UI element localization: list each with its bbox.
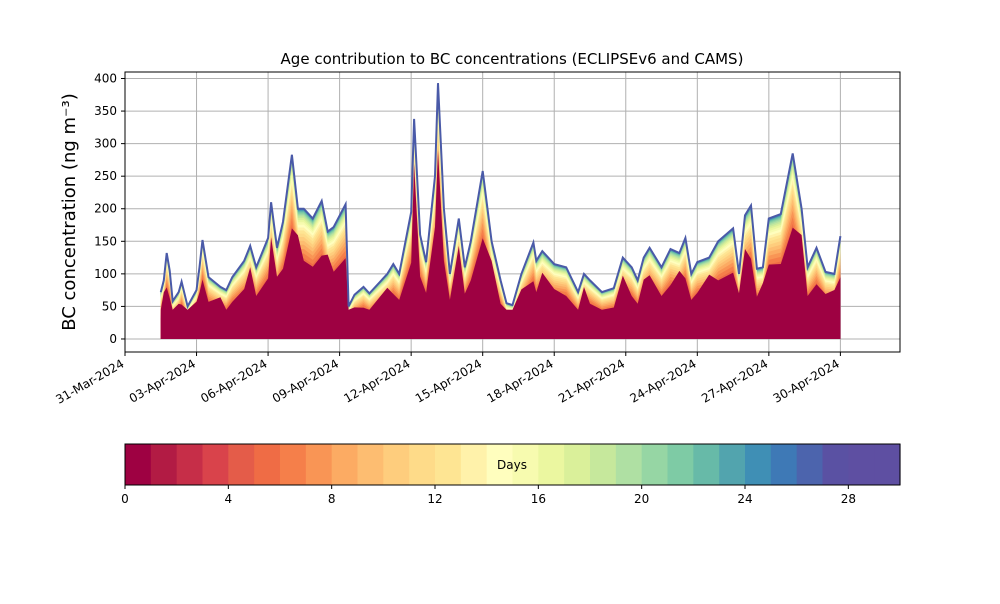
age-band-0 bbox=[160, 149, 841, 339]
colorbar-bin bbox=[254, 444, 281, 485]
colorbar-bin bbox=[331, 444, 359, 485]
colorbar-bin bbox=[538, 444, 565, 485]
colorbar-frame bbox=[124, 443, 901, 486]
colorbar-bin bbox=[228, 444, 255, 485]
colorbar-bin bbox=[745, 444, 772, 485]
x-tick-label: 27-Apr-2024 bbox=[699, 356, 770, 405]
colorbar-bin bbox=[486, 444, 514, 485]
y-tick-label: 250 bbox=[94, 169, 117, 183]
y-tick-label: 0 bbox=[109, 332, 117, 346]
colorbar-tick-label: 24 bbox=[737, 492, 752, 506]
x-tick-label: 30-Apr-2024 bbox=[771, 356, 842, 405]
colorbar-bin bbox=[719, 444, 746, 485]
colorbar-bin bbox=[564, 444, 591, 485]
x-tick-label: 06-Apr-2024 bbox=[198, 356, 269, 405]
colorbar-bin bbox=[874, 444, 901, 485]
x-tick-label: 18-Apr-2024 bbox=[484, 356, 555, 405]
x-tick-label: 15-Apr-2024 bbox=[413, 356, 484, 405]
colorbar-tick-label: 4 bbox=[225, 492, 233, 506]
colorbar-bin bbox=[848, 444, 875, 485]
y-tick-label: 150 bbox=[94, 234, 117, 248]
y-tick-label: 400 bbox=[94, 72, 117, 86]
colorbar-bin bbox=[280, 444, 307, 485]
colorbar-tick-label: 0 bbox=[121, 492, 129, 506]
colorbar-bin bbox=[435, 444, 462, 485]
total-line bbox=[159, 83, 842, 310]
colorbar-bin bbox=[641, 444, 669, 485]
colorbar-bin bbox=[822, 444, 849, 485]
colorbar-bin bbox=[796, 444, 824, 485]
y-axis-label: BC concentration (ng m⁻³) bbox=[59, 93, 80, 331]
y-tick-label: 50 bbox=[102, 299, 117, 313]
colorbar-bin bbox=[590, 444, 617, 485]
colorbar-label: Days bbox=[497, 458, 527, 472]
x-tick-label: 21-Apr-2024 bbox=[556, 356, 627, 405]
x-tick-label: 31-Mar-2024 bbox=[53, 356, 126, 406]
chart-title: Age contribution to BC concentrations (E… bbox=[281, 50, 744, 68]
colorbar-bin bbox=[125, 444, 152, 485]
colorbar-bin bbox=[615, 444, 643, 485]
colorbar-tick-label: 8 bbox=[328, 492, 336, 506]
y-tick-label: 100 bbox=[94, 267, 117, 281]
x-tick-label: 24-Apr-2024 bbox=[628, 356, 699, 405]
colorbar: 0 4 8 12 16 20 24 28 bbox=[121, 443, 901, 506]
colorbar-bin bbox=[357, 444, 384, 485]
colorbar-bin bbox=[693, 444, 720, 485]
colorbar-tick-label: 16 bbox=[531, 492, 546, 506]
x-tick-label: 09-Apr-2024 bbox=[270, 356, 341, 405]
x-tick-label: 12-Apr-2024 bbox=[341, 356, 412, 405]
y-tick-label: 350 bbox=[94, 104, 117, 118]
colorbar-bin bbox=[150, 444, 178, 485]
colorbar-bin bbox=[409, 444, 436, 485]
colorbar-bin bbox=[305, 444, 333, 485]
colorbar-bin bbox=[667, 444, 694, 485]
y-tick-label: 200 bbox=[94, 202, 117, 216]
axes-frame bbox=[124, 71, 901, 353]
x-tick-label: 03-Apr-2024 bbox=[127, 356, 198, 405]
colorbar-bin bbox=[770, 444, 798, 485]
colorbar-tick-label: 12 bbox=[427, 492, 442, 506]
colorbar-tick-label: 28 bbox=[841, 492, 856, 506]
colorbar-bin bbox=[383, 444, 410, 485]
colorbar-tick-label: 20 bbox=[634, 492, 649, 506]
colorbar-bin bbox=[460, 444, 488, 485]
colorbar-bin bbox=[202, 444, 229, 485]
colorbar-bin bbox=[176, 444, 204, 485]
colorbar-bin bbox=[512, 444, 539, 485]
y-tick-label: 300 bbox=[94, 137, 117, 151]
plot-area: 0 50 100 150 200 250 300 350 400 31-Mar-2024 03-Ap… bbox=[53, 71, 901, 407]
